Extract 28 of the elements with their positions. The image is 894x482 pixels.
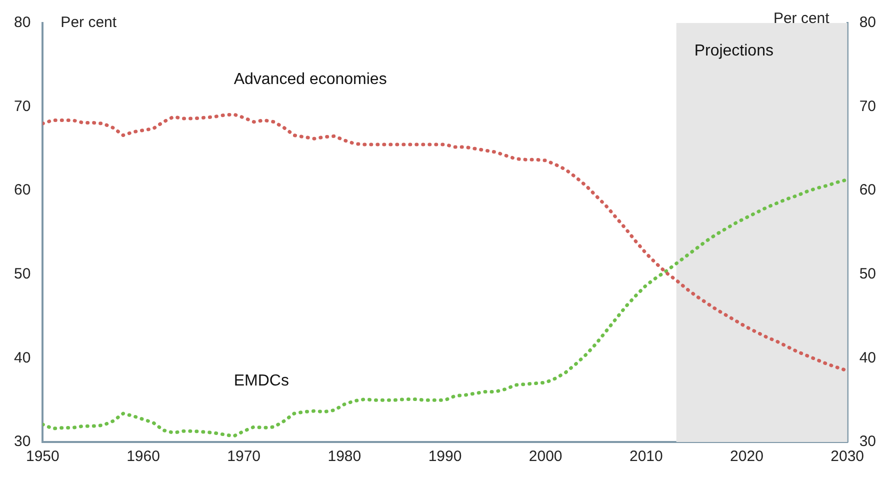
x-tick-label: 2000 [528,448,562,466]
series-label: Advanced economies [234,71,387,88]
y-tick-label: 60 [14,182,31,199]
x-tick-label: 2010 [629,448,663,466]
y-tick-label: 30 [14,433,31,450]
y2-tick-label: 70 [859,98,876,115]
y2-axis-title: Per cent [773,10,830,28]
y2-tick-label: 80 [859,14,876,32]
x-tick-label: 2020 [730,448,764,466]
y2-tick-label: 50 [859,266,876,283]
series-label: EMDCs [234,372,289,390]
x-tick-label: 1990 [428,448,462,466]
y-axis-title: Per cent [60,14,118,32]
y2-tick-label: 30 [859,433,876,450]
y-tick-label: 40 [14,349,31,366]
y-tick-label: 50 [14,266,31,283]
line-series [42,112,848,373]
x-tick-label: 1970 [227,448,261,466]
x-tick-label: 1950 [26,448,60,466]
y-tick-label: 70 [14,98,31,115]
x-tick-label: 2030 [830,448,864,466]
x-tick-label: 1960 [126,448,160,466]
band-label: Projections [694,42,774,60]
y2-tick-label: 40 [859,349,876,366]
x-tick-label: 1980 [328,448,362,466]
y-tick-label: 80 [14,14,31,32]
line-series [42,178,848,438]
y2-tick-label: 60 [859,182,876,199]
